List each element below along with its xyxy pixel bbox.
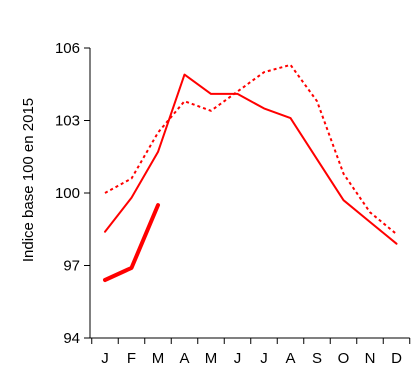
y-tick-label: 106 [55,40,80,57]
data-point [211,93,212,94]
y-tick-label: 100 [55,185,80,202]
data-point [290,64,291,65]
data-point [184,74,185,75]
x-tick-label: A [285,350,295,367]
y-axis: 94 97 100 103 106 [55,40,91,347]
x-tick-label: M [205,350,218,367]
data-point [396,243,397,244]
x-tick-label: S [312,350,322,367]
data-point [158,205,159,206]
data-point [264,72,265,73]
data-point [237,93,238,94]
x-tick-label: O [338,350,350,367]
data-point [343,173,344,174]
data-point [184,101,185,102]
series-line-solid [104,73,398,245]
data-point [131,197,132,198]
data-point [237,91,238,92]
x-tick-label: A [179,350,189,367]
data-point [370,222,371,223]
data-point [317,159,318,160]
series-line-thick [103,203,160,282]
series-layer [103,63,398,282]
x-tick-label: J [101,350,109,367]
data-point [158,151,159,152]
y-axis-title: Indice base 100 en 2015 [20,98,37,262]
data-point [317,101,318,102]
data-point [370,212,371,213]
data-point [343,200,344,201]
x-tick-label: D [391,350,402,367]
data-point [105,280,106,281]
data-point [396,234,397,235]
x-tick-label: J [234,350,242,367]
x-tick-label: J [260,350,268,367]
data-point [131,267,132,268]
data-point [158,132,159,133]
x-tick-label: F [127,350,136,367]
data-point [105,193,106,194]
series-line-dotted [104,63,398,235]
data-point [264,108,265,109]
y-tick-label: 97 [63,258,80,275]
data-point [105,231,106,232]
data-point [131,178,132,179]
data-point [290,118,291,119]
x-tick-label: N [365,350,376,367]
x-tick-label: M [152,350,165,367]
data-point [211,110,212,111]
y-tick-label: 103 [55,113,80,130]
y-tick-label: 94 [63,330,80,347]
